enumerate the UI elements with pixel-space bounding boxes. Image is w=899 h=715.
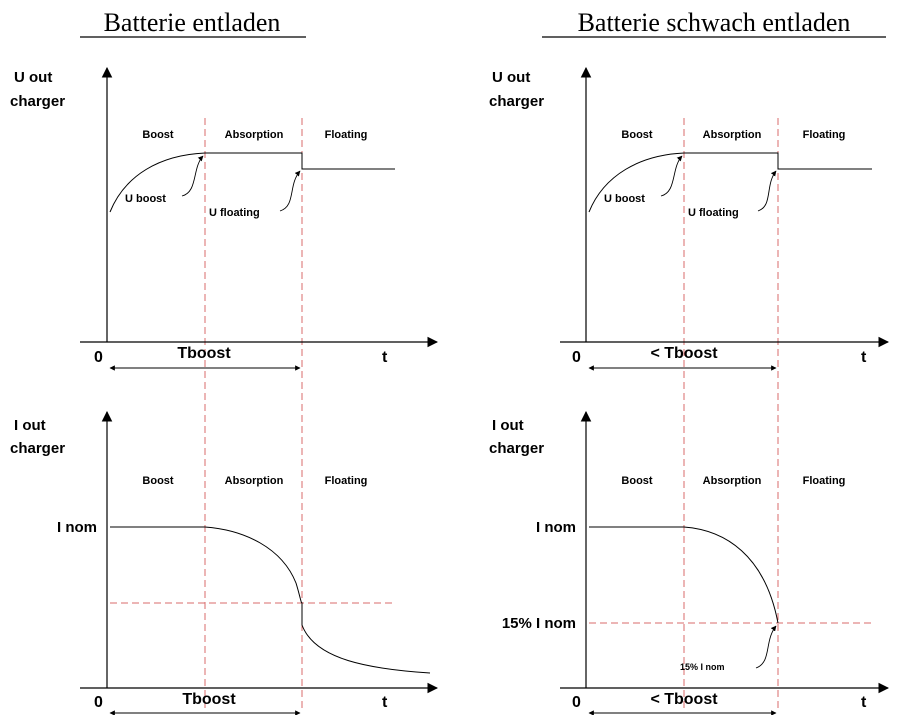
left-u-axis-label-2: charger <box>10 93 65 110</box>
right-u-floating-label: U floating <box>688 207 739 219</box>
left-u-phase-absorption: Absorption <box>225 129 284 141</box>
left-origin-top: 0 <box>94 349 103 366</box>
left-u-axis-label-1: U out <box>14 69 52 86</box>
right-voltage-chart: U out charger Boost Absorption Floating … <box>489 66 890 371</box>
left-i-phase-absorption: Absorption <box>225 475 284 487</box>
left-t-bottom: t <box>382 694 388 711</box>
left-voltage-curve <box>109 152 395 213</box>
left-i-phase-floating: Floating <box>325 475 368 487</box>
left-u-floating-pointer <box>279 170 301 212</box>
left-title: Batterie entladen <box>104 8 281 37</box>
left-u-boost-pointer <box>181 155 204 197</box>
right-u-boost-label: U boost <box>604 193 645 205</box>
right-u-floating-pointer <box>757 170 777 212</box>
right-current-chart: I out charger Boost Absorption Floating … <box>489 410 890 715</box>
left-i-nom-label: I nom <box>57 519 97 536</box>
right-origin-bottom: 0 <box>572 694 581 711</box>
right-column: Batterie schwach entladen U out charger … <box>489 8 890 715</box>
left-column: Batterie entladen U out charger Boost Ab… <box>10 8 439 715</box>
right-i-15-pointer <box>755 625 777 669</box>
right-tboost-top-label: < Tboost <box>650 345 718 362</box>
right-tboost-bottom-label: < Tboost <box>650 691 718 708</box>
right-i-phase-absorption: Absorption <box>703 475 762 487</box>
left-u-floating-label: U floating <box>209 207 260 219</box>
left-tboost-bottom-label: Tboost <box>182 691 236 708</box>
right-t-top: t <box>861 349 867 366</box>
right-title: Batterie schwach entladen <box>578 8 851 37</box>
left-i-phase-boost: Boost <box>142 475 174 487</box>
right-i-axis-label-2: charger <box>489 440 544 457</box>
right-i-phase-floating: Floating <box>803 475 846 487</box>
right-i-nom-label: I nom <box>536 519 576 536</box>
right-u-boost-pointer <box>660 155 683 197</box>
right-u-axis-label-1: U out <box>492 69 530 86</box>
left-origin-bottom: 0 <box>94 694 103 711</box>
left-i-axis-label-2: charger <box>10 440 65 457</box>
right-i-phase-boost: Boost <box>621 475 653 487</box>
left-tboost-top-label: Tboost <box>177 345 231 362</box>
left-i-axis-label-1: I out <box>14 417 46 434</box>
left-t-top: t <box>382 349 388 366</box>
left-current-chart: I out charger Boost Absorption Floating … <box>10 410 439 715</box>
left-u-phase-boost: Boost <box>142 129 174 141</box>
right-u-phase-boost: Boost <box>621 129 653 141</box>
left-current-curve <box>110 526 431 674</box>
left-u-phase-floating: Floating <box>325 129 368 141</box>
right-i-15-axis-label: 15% I nom <box>502 615 576 632</box>
right-u-phase-floating: Floating <box>803 129 846 141</box>
right-t-bottom: t <box>861 694 867 711</box>
right-voltage-curve <box>588 152 872 213</box>
left-u-boost-label: U boost <box>125 193 166 205</box>
right-u-phase-absorption: Absorption <box>703 129 762 141</box>
right-current-curve <box>589 526 779 624</box>
right-i-15-annotation: 15% I nom <box>680 662 725 672</box>
right-i-axis-label-1: I out <box>492 417 524 434</box>
left-voltage-chart: U out charger Boost Absorption Floating … <box>10 66 439 371</box>
right-u-axis-label-2: charger <box>489 93 544 110</box>
right-origin-top: 0 <box>572 349 581 366</box>
